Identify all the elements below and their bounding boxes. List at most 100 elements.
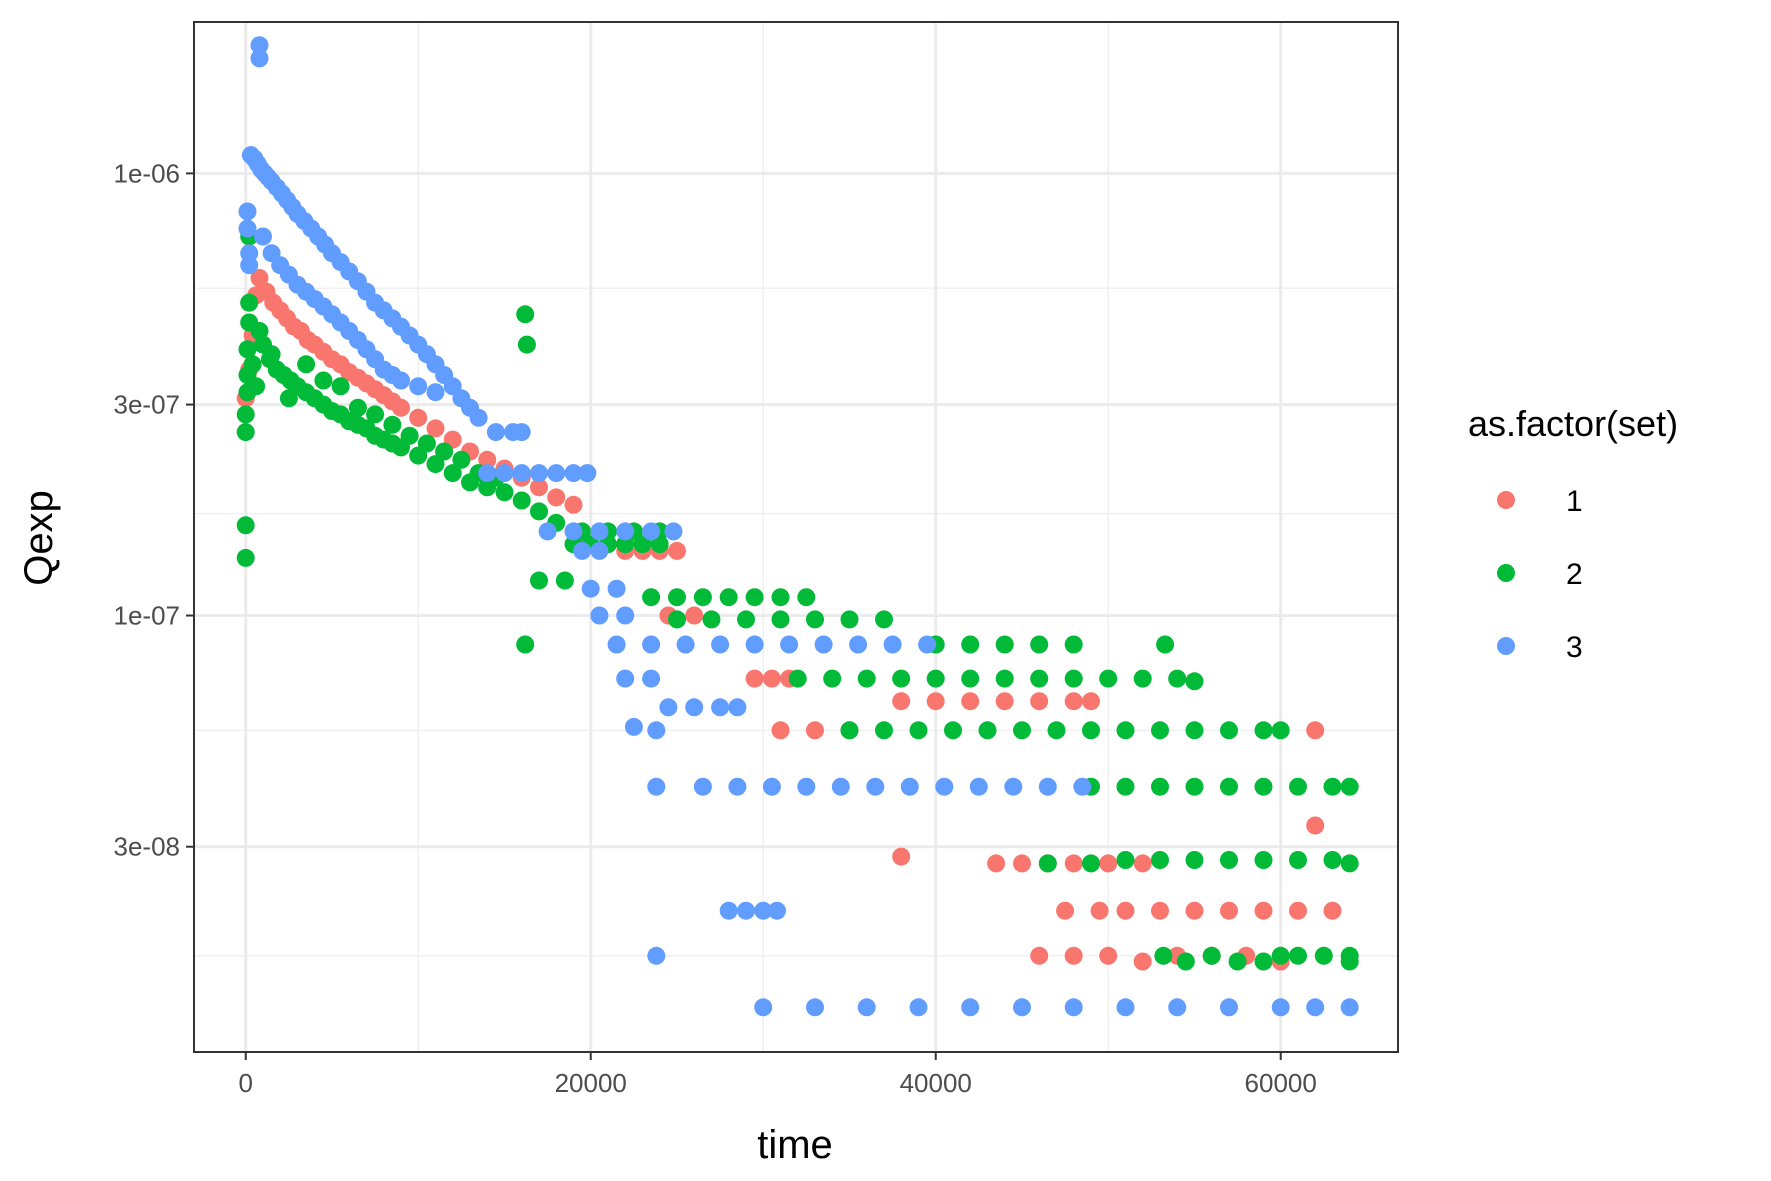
data-point: [555, 571, 574, 590]
data-point: [578, 464, 597, 483]
data-point: [1202, 946, 1221, 965]
data-point: [616, 606, 635, 625]
data-point: [1220, 777, 1238, 796]
data-point: [1116, 851, 1135, 869]
data-point: [1168, 998, 1187, 1017]
data-point: [1220, 721, 1238, 740]
data-point: [806, 610, 824, 629]
data-point: [1220, 851, 1238, 869]
data-point: [1289, 901, 1307, 920]
data-point: [1064, 998, 1083, 1017]
y-tick-label: 1e-07: [114, 601, 181, 631]
panel-border: [193, 21, 1399, 1053]
data-point: [1254, 901, 1273, 920]
data-point: [995, 692, 1014, 711]
data-point: [564, 495, 583, 514]
data-point: [1289, 777, 1307, 796]
data-point: [719, 901, 738, 920]
data-point: [961, 669, 980, 688]
data-point: [754, 901, 773, 920]
data-point: [647, 777, 666, 796]
data-point: [1116, 721, 1135, 740]
data-point: [1038, 777, 1057, 796]
data-point: [478, 464, 497, 483]
data-point: [737, 610, 755, 629]
data-point: [1185, 777, 1204, 796]
data-point: [883, 635, 902, 654]
data-point: [771, 610, 790, 629]
data-point: [875, 721, 893, 740]
data-point: [719, 588, 738, 607]
data-point: [647, 721, 666, 740]
data-point: [909, 998, 928, 1017]
data-point: [797, 588, 816, 607]
data-point: [254, 227, 272, 246]
y-axis-title: Qexp: [17, 490, 61, 586]
data-point: [240, 256, 259, 275]
x-tick-label: 20000: [555, 1068, 627, 1098]
data-point: [512, 464, 531, 483]
data-point: [1220, 901, 1238, 920]
data-point: [754, 998, 773, 1017]
data-point: [238, 219, 257, 238]
data-point: [1151, 901, 1169, 920]
data-point: [1154, 946, 1173, 965]
data-point: [452, 450, 471, 469]
data-point: [1323, 851, 1342, 869]
legend-key-1: [1497, 491, 1515, 509]
data-point: [1056, 901, 1075, 920]
data-point: [250, 49, 269, 68]
data-point: [1314, 946, 1333, 965]
legend-title: as.factor(set): [1468, 403, 1678, 444]
data-point: [262, 345, 281, 364]
data-point: [1340, 854, 1359, 873]
data-point: [1030, 692, 1049, 711]
data-point: [478, 450, 497, 469]
data-point: [1151, 851, 1169, 869]
data-point: [1064, 669, 1083, 688]
data-point: [236, 516, 255, 535]
data-point: [1340, 998, 1359, 1017]
data-point: [1133, 952, 1152, 971]
data-point: [616, 535, 635, 554]
data-point: [1133, 669, 1152, 688]
data-point: [1073, 777, 1092, 796]
data-point: [711, 698, 730, 717]
data-point: [1133, 854, 1152, 873]
data-point: [1064, 854, 1083, 873]
data-point: [366, 405, 385, 424]
data-point: [297, 355, 316, 374]
data-point: [495, 464, 514, 483]
data-point: [1030, 946, 1049, 965]
data-point: [1047, 721, 1066, 740]
data-point: [866, 777, 885, 796]
data-point: [642, 669, 661, 688]
axes: 0 20000 40000 60000 1e-06 3e-07 1e-07 3e-08: [114, 158, 1317, 1098]
data-point: [1323, 901, 1342, 920]
data-point: [642, 588, 661, 607]
data-point: [664, 522, 683, 541]
data-point: [400, 426, 419, 445]
data-point: [1090, 901, 1109, 920]
data-point: [762, 777, 781, 796]
data-point: [616, 522, 635, 541]
data-point: [530, 464, 548, 483]
legend-key-3: [1497, 637, 1515, 655]
x-tick-label: 0: [239, 1068, 253, 1098]
data-point: [806, 998, 824, 1017]
data-point: [314, 371, 333, 390]
data-point: [806, 721, 824, 740]
data-point: [512, 423, 531, 442]
data-point: [1271, 998, 1290, 1017]
data-point: [659, 698, 678, 717]
data-point: [1306, 998, 1325, 1017]
data-point: [768, 901, 786, 920]
data-point: [961, 692, 980, 711]
data-point: [961, 635, 980, 654]
data-point: [1151, 777, 1169, 796]
data-point: [236, 423, 255, 442]
data-point: [788, 669, 807, 688]
data-point: [240, 293, 259, 312]
data-point: [590, 541, 609, 560]
data-point: [1340, 777, 1359, 796]
